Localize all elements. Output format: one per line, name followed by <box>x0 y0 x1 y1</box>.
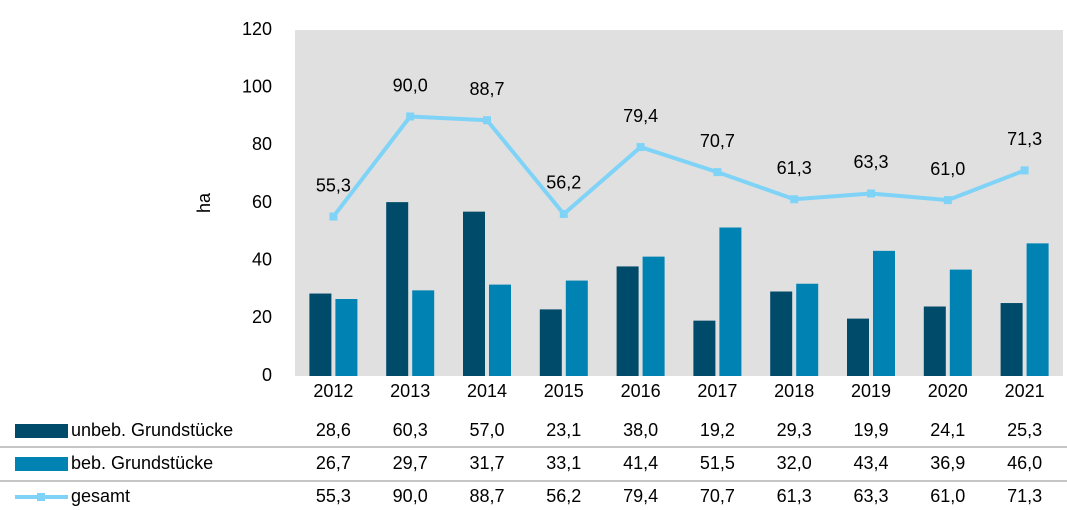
y-tick-label: 80 <box>252 134 272 154</box>
line-marker <box>713 168 722 177</box>
bar <box>489 284 511 376</box>
table-cell: 36,9 <box>930 453 965 473</box>
data-label: 70,7 <box>700 131 735 151</box>
table-cell: 43,4 <box>853 453 888 473</box>
x-tick-label: 2016 <box>621 381 661 401</box>
data-label: 79,4 <box>623 106 658 126</box>
x-tick-label: 2012 <box>313 381 353 401</box>
table-cell: 61,0 <box>930 486 965 506</box>
x-tick-label: 2020 <box>928 381 968 401</box>
y-tick-label: 60 <box>252 192 272 212</box>
line-marker <box>943 196 952 205</box>
table-cell: 90,0 <box>393 486 428 506</box>
line-marker <box>406 112 415 121</box>
line-marker <box>636 143 645 152</box>
table-cell: 33,1 <box>546 453 581 473</box>
table-cell: 55,3 <box>316 486 351 506</box>
legend-label: gesamt <box>71 486 130 506</box>
table-cell: 46,0 <box>1007 453 1042 473</box>
bar <box>335 299 358 376</box>
data-label: 61,3 <box>777 158 812 178</box>
bar <box>949 269 972 376</box>
table-cell: 60,3 <box>393 420 428 440</box>
line-marker <box>1020 166 1029 175</box>
bar <box>1026 243 1049 376</box>
y-axis-label: ha <box>194 192 214 213</box>
data-label: 61,0 <box>930 159 965 179</box>
legend-label: unbeb. Grundstücke <box>71 420 233 440</box>
bar <box>386 202 409 376</box>
legend-key <box>15 457 68 471</box>
data-label: 56,2 <box>546 173 581 193</box>
table-cell: 31,7 <box>469 453 504 473</box>
y-tick-label: 0 <box>262 365 272 385</box>
table-cell: 51,5 <box>700 453 735 473</box>
bar <box>565 280 588 376</box>
y-tick-label: 100 <box>242 76 272 96</box>
bar <box>642 256 665 376</box>
line-marker <box>867 189 875 198</box>
legend-key-marker <box>37 493 45 501</box>
table-cell: 25,3 <box>1007 420 1042 440</box>
line-marker <box>790 195 799 204</box>
bar <box>693 320 716 376</box>
table-cell: 79,4 <box>623 486 658 506</box>
table-cell: 29,7 <box>393 453 428 473</box>
legend-label: beb. Grundstücke <box>71 453 213 473</box>
bar <box>412 290 435 376</box>
x-tick-label: 2017 <box>697 381 737 401</box>
table-cell: 28,6 <box>316 420 351 440</box>
table-cell: 38,0 <box>623 420 658 440</box>
data-label: 88,7 <box>469 79 504 99</box>
line <box>331 114 1026 218</box>
bar <box>1000 303 1023 376</box>
table-cell: 70,7 <box>700 486 735 506</box>
table-cell: 41,4 <box>623 453 658 473</box>
table-cell: 24,1 <box>930 420 965 440</box>
data-label: 90,0 <box>393 75 428 95</box>
bar <box>847 318 869 376</box>
y-tick-label: 120 <box>242 19 272 39</box>
table-cell: 56,2 <box>546 486 581 506</box>
line-marker <box>559 209 568 218</box>
data-label: 71,3 <box>1007 129 1042 149</box>
x-tick-label: 2018 <box>774 381 814 401</box>
y-tick-label: 40 <box>252 249 272 269</box>
bar <box>873 250 895 376</box>
bar <box>770 291 793 376</box>
x-tick-label: 2015 <box>544 381 584 401</box>
x-tick-label: 2021 <box>1005 381 1045 401</box>
table-cell: 57,0 <box>469 420 504 440</box>
table-cell: 19,9 <box>853 420 888 440</box>
data-label: 63,3 <box>853 152 888 172</box>
x-tick-label: 2014 <box>467 381 507 401</box>
y-tick-label: 20 <box>252 307 272 327</box>
table-cell: 32,0 <box>777 453 812 473</box>
table-cell: 61,3 <box>777 486 812 506</box>
table-cell: 26,7 <box>316 453 351 473</box>
bar <box>796 283 819 376</box>
bar <box>539 309 562 376</box>
table-cell: 23,1 <box>546 420 581 440</box>
bar <box>923 306 946 376</box>
table-cell: 19,2 <box>700 420 735 440</box>
bar <box>616 266 639 376</box>
bar <box>719 227 742 376</box>
x-tick-label: 2019 <box>851 381 891 401</box>
data-label: 55,3 <box>316 175 351 195</box>
x-tick-label: 2013 <box>390 381 430 401</box>
bar <box>463 211 485 376</box>
table-cell: 63,3 <box>853 486 888 506</box>
table-cell: 71,3 <box>1007 486 1042 506</box>
bar <box>309 293 332 376</box>
legend-key <box>15 424 68 438</box>
table-cell: 88,7 <box>469 486 504 506</box>
table-cell: 29,3 <box>777 420 812 440</box>
line-marker <box>329 212 338 221</box>
line-marker <box>483 116 491 125</box>
